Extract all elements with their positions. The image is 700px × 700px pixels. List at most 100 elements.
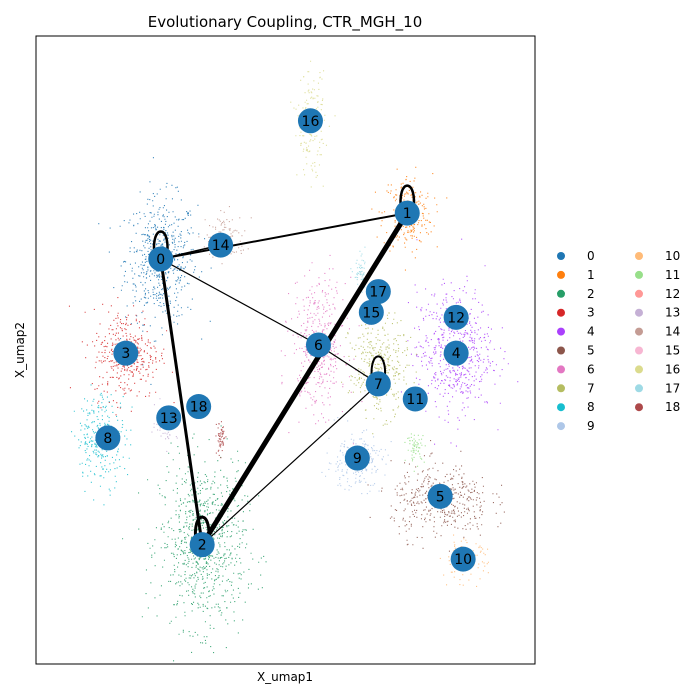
node-4: 4 [443,340,469,366]
node-10: 10 [450,546,476,572]
legend-label-18: 18 [665,400,680,414]
legend-label-0: 0 [587,249,595,263]
node-label-2: 2 [198,538,207,554]
node-6: 6 [305,332,331,358]
legend-marker-2 [557,289,565,298]
edge-1-2 [199,210,410,548]
node-marker-4 [443,340,469,366]
node-marker-15 [358,299,384,325]
node-marker-8 [95,425,121,451]
cluster-cloud-18 [215,421,227,459]
node-label-7: 7 [374,377,383,393]
node-marker-10 [450,546,476,572]
coupling-edges [152,184,416,548]
legend-item-9: 9 [557,419,595,433]
cluster-points-1 [371,166,448,271]
node-marker-16 [297,108,323,134]
cluster-points-18 [215,421,227,459]
legend-item-5: 5 [557,344,595,358]
node-18: 18 [186,394,212,420]
legend-label-4: 4 [587,325,595,339]
legend-marker-17 [635,384,643,393]
node-marker-2 [189,532,215,558]
legend-label-12: 12 [665,287,680,301]
legend-item-11: 11 [635,268,680,282]
node-marker-11 [402,386,428,412]
legend-label-9: 9 [587,419,595,433]
legend-marker-1 [557,270,565,279]
self-loop-0 [152,230,169,258]
edge-7-2 [201,383,379,546]
legend-marker-13 [635,308,643,317]
legend-item-1: 1 [557,268,595,282]
y-axis-label: X_umap2 [13,322,27,378]
node-marker-0 [148,246,174,272]
node-1: 1 [394,200,420,226]
chart-title: Evolutionary Coupling, CTR_MGH_10 [148,13,423,32]
legend-marker-15 [635,346,643,355]
legend-label-11: 11 [665,268,680,282]
legend-marker-11 [635,270,643,279]
legend-marker-5 [557,346,565,355]
node-5: 5 [427,483,453,509]
node-marker-17 [365,279,391,305]
scatter-points [68,60,519,662]
plot-frame [35,35,536,665]
node-17: 17 [365,279,391,305]
legend-label-8: 8 [587,400,595,414]
self-loop-1 [399,184,416,212]
node-label-18: 18 [190,400,208,416]
self-loop-2 [193,515,211,543]
legend-item-6: 6 [557,362,595,376]
legend-marker-4 [557,327,565,336]
x-axis-label: X_umap1 [257,670,313,684]
node-label-3: 3 [121,346,130,362]
legend-label-13: 13 [665,306,680,320]
node-7: 7 [365,371,391,397]
node-16: 16 [297,108,323,134]
legend-item-10: 10 [635,249,680,263]
node-label-5: 5 [436,489,445,505]
edge-0-2 [159,257,204,547]
node-marker-5 [427,483,453,509]
legend-label-16: 16 [665,362,680,376]
legend-label-17: 17 [665,381,680,395]
node-3: 3 [113,340,139,366]
legend-marker-16 [635,365,643,374]
node-marker-9 [344,445,370,471]
legend-item-7: 7 [557,381,595,395]
node-11: 11 [402,386,428,412]
node-label-12: 12 [447,310,465,326]
cluster-cloud-5 [367,440,505,560]
node-label-13: 13 [160,411,178,427]
node-label-16: 16 [302,114,320,130]
node-label-11: 11 [406,392,424,408]
node-9: 9 [344,445,370,471]
legend-label-2: 2 [587,287,595,301]
node-marker-6 [305,332,331,358]
node-0: 0 [148,246,174,272]
node-label-4: 4 [452,346,461,362]
node-marker-13 [156,405,182,431]
legend-marker-12 [635,289,643,298]
node-marker-1 [394,200,420,226]
legend-item-8: 8 [557,400,595,414]
legend-item-4: 4 [557,325,595,339]
legend-marker-7 [557,384,565,393]
legend-label-1: 1 [587,268,595,282]
legend-label-14: 14 [665,325,680,339]
legend-item-17: 17 [635,381,680,395]
legend-item-14: 14 [635,325,680,339]
node-13: 13 [156,405,182,431]
legend-marker-14 [635,327,643,336]
node-12: 12 [443,304,469,330]
legend-item-12: 12 [635,287,680,301]
legend-label-5: 5 [587,344,595,358]
node-8: 8 [95,425,121,451]
edge-0-6 [160,258,320,346]
node-2: 2 [189,532,215,558]
legend-marker-8 [557,403,565,412]
